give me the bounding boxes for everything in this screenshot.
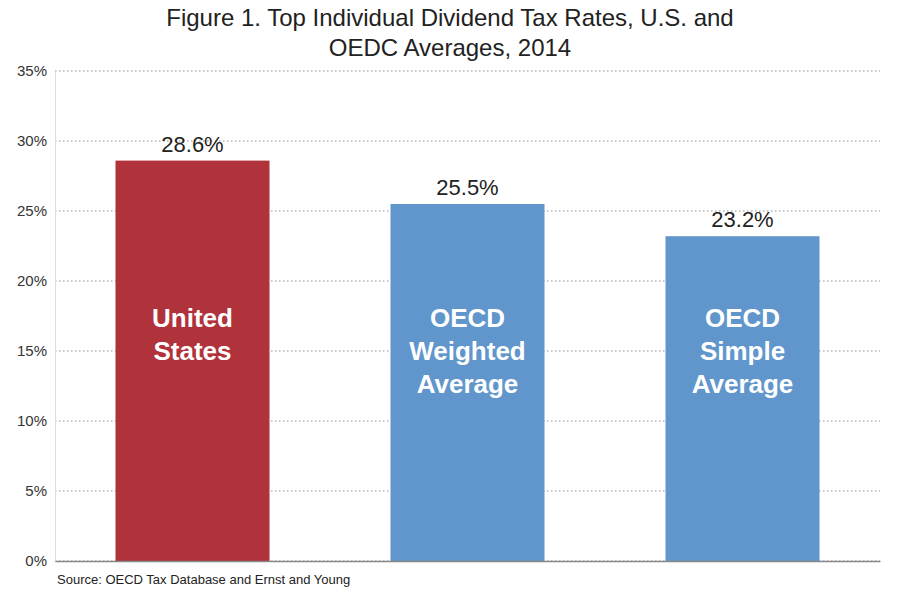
category-label-line: Average (692, 369, 794, 399)
category-label-line: Average (417, 369, 519, 399)
data-label: 23.2% (711, 207, 773, 232)
category-label-line: Simple (700, 336, 785, 366)
category-label-line: States (153, 336, 231, 366)
y-tick: 30% (17, 132, 55, 149)
y-tick-label: 0% (25, 552, 47, 569)
bar (116, 161, 270, 561)
y-axis: 0% 5% 10% 15% 20% 25% 30% 35% (17, 62, 56, 569)
source: Source: OECD Tax Database and Ernst and … (57, 572, 350, 587)
category-label: UnitedStates (152, 303, 233, 366)
bars (116, 161, 820, 561)
title-line: OEDC Averages, 2014 (329, 34, 571, 61)
y-tick-label: 10% (17, 412, 47, 429)
grid (55, 71, 880, 561)
y-tick-label: 5% (25, 482, 47, 499)
y-tick: 15% (17, 342, 55, 359)
bar (391, 204, 545, 561)
y-tick: 20% (17, 272, 55, 289)
category-label-line: OECD (705, 303, 780, 333)
y-tick-label: 30% (17, 132, 47, 149)
grid-line (55, 70, 880, 72)
bar (666, 236, 820, 561)
y-tick-label: 15% (17, 342, 47, 359)
title-line: Figure 1. Top Individual Dividend Tax Ra… (166, 4, 733, 31)
chart: Figure 1. Top Individual Dividend Tax Ra… (0, 0, 900, 594)
y-tick: 0% (25, 552, 55, 569)
data-label: 28.6% (161, 132, 223, 157)
x-axis-line (56, 561, 881, 563)
title: Figure 1. Top Individual Dividend Tax Ra… (166, 4, 733, 61)
y-tick: 10% (17, 412, 55, 429)
y-axis-line (55, 72, 56, 562)
category-label-line: OECD (430, 303, 505, 333)
category-label: OECDSimpleAverage (692, 303, 794, 399)
y-tick: 25% (17, 202, 55, 219)
y-tick-label: 35% (17, 62, 47, 79)
category-label-line: United (152, 303, 233, 333)
y-tick-label: 25% (17, 202, 47, 219)
data-label: 25.5% (436, 175, 498, 200)
category-label: OECDWeightedAverage (409, 303, 526, 399)
y-tick: 35% (17, 62, 55, 79)
x-axis (56, 561, 881, 563)
category-label-line: Weighted (409, 336, 526, 366)
y-tick: 5% (25, 482, 55, 499)
data-labels: 28.6% 25.5% 23.2% (161, 132, 773, 233)
y-tick-label: 20% (17, 272, 47, 289)
